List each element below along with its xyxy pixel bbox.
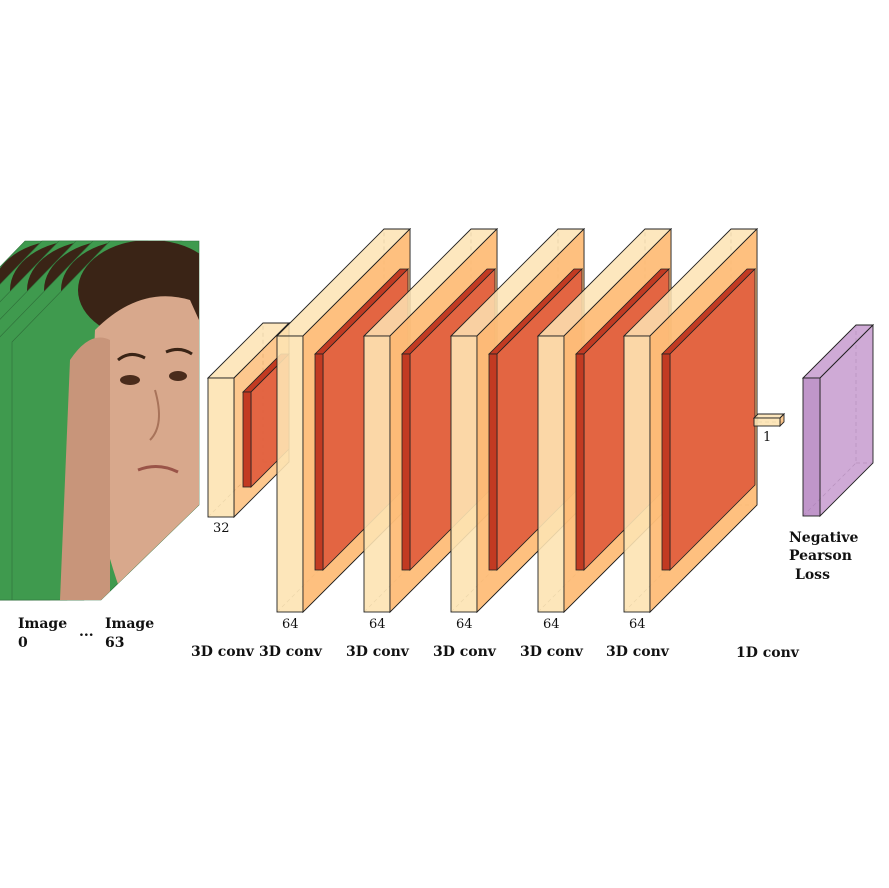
- activation-1-front: [242, 391, 252, 488]
- cheek-shade: [60, 337, 110, 600]
- conv-block-7: [752, 412, 786, 428]
- first-frame-label-index: 0: [18, 635, 28, 651]
- layer-7-channels: 1: [763, 430, 771, 445]
- activation-3-front: [401, 353, 411, 571]
- face-photo: [60, 241, 199, 600]
- loss-label: Negative Pearson Loss: [789, 530, 858, 583]
- activation-6-front: [661, 353, 671, 571]
- conv-block-4-front: [450, 335, 478, 613]
- layer-2-channels: 64: [282, 617, 299, 632]
- layer-4-channels: 64: [456, 617, 473, 632]
- layer-2-name: 3D conv: [259, 644, 323, 660]
- activation-5-front: [575, 353, 585, 571]
- eye-right: [169, 371, 187, 381]
- conv-block-2-front: [276, 335, 304, 613]
- layer-6-channels: 64: [629, 617, 646, 632]
- input-frame-stack: [0, 240, 200, 601]
- last-frame-label-index: 63: [105, 635, 124, 651]
- frames-ellipsis: ...: [79, 624, 94, 640]
- loss-block: [801, 323, 875, 518]
- activation-4-front: [488, 353, 498, 571]
- face-skin: [90, 296, 199, 590]
- conv-block-6-front: [623, 335, 651, 613]
- activation-2-front: [314, 353, 324, 571]
- conv-block-7-top: [752, 413, 786, 419]
- activation-6: [661, 268, 756, 571]
- input-labels: Image 0 ... Image 63: [18, 616, 154, 651]
- loss-block-front: [802, 377, 821, 517]
- nose: [149, 389, 160, 441]
- layer-4-name: 3D conv: [433, 644, 497, 660]
- brow-left: [117, 353, 146, 362]
- eye-left: [120, 375, 140, 385]
- conv-block-7-front: [753, 417, 781, 427]
- layer-3-name: 3D conv: [346, 644, 410, 660]
- layer-1-name: 3D conv: [191, 644, 255, 660]
- conv-block-3-front: [363, 335, 391, 613]
- loss-label-line-3: Loss: [795, 567, 830, 583]
- first-frame-label-word: Image: [18, 616, 67, 632]
- layer-1-channels: 32: [213, 521, 230, 536]
- conv-block-1-front: [207, 377, 235, 518]
- layer-3-channels: 64: [369, 617, 386, 632]
- layer-7-name: 1D conv: [736, 645, 800, 661]
- conv-block-5-front: [537, 335, 565, 613]
- layer-blocks: [206, 227, 875, 614]
- input-frame: [11, 240, 200, 601]
- layer-labels: 3D conv 3D conv 3D conv 3D conv 3D conv …: [191, 430, 800, 661]
- brow-right: [165, 347, 193, 356]
- mouth: [137, 465, 179, 474]
- loss-label-line-2: Pearson: [789, 548, 852, 564]
- layer-5-channels: 64: [543, 617, 560, 632]
- last-frame-label-word: Image: [105, 616, 154, 632]
- layer-5-name: 3D conv: [520, 644, 584, 660]
- loss-label-line-1: Negative: [789, 530, 858, 546]
- layer-6-name: 3D conv: [606, 644, 670, 660]
